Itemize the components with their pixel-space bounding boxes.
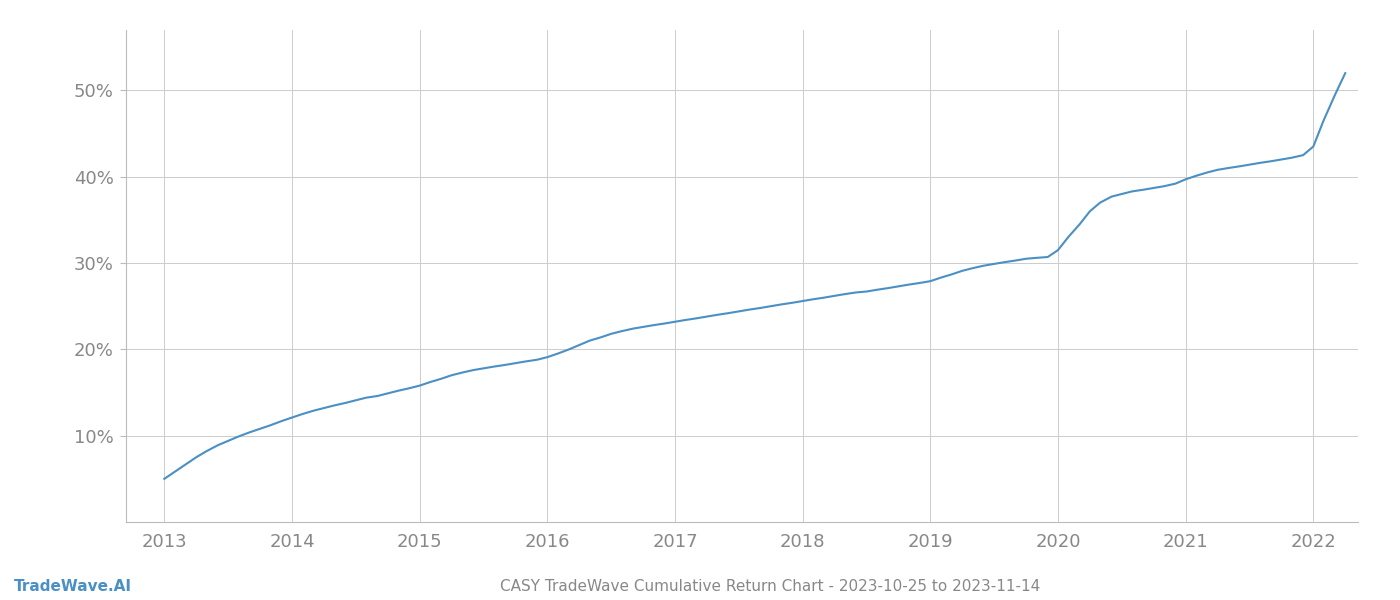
Text: CASY TradeWave Cumulative Return Chart - 2023-10-25 to 2023-11-14: CASY TradeWave Cumulative Return Chart -… xyxy=(500,579,1040,594)
Text: TradeWave.AI: TradeWave.AI xyxy=(14,579,132,594)
